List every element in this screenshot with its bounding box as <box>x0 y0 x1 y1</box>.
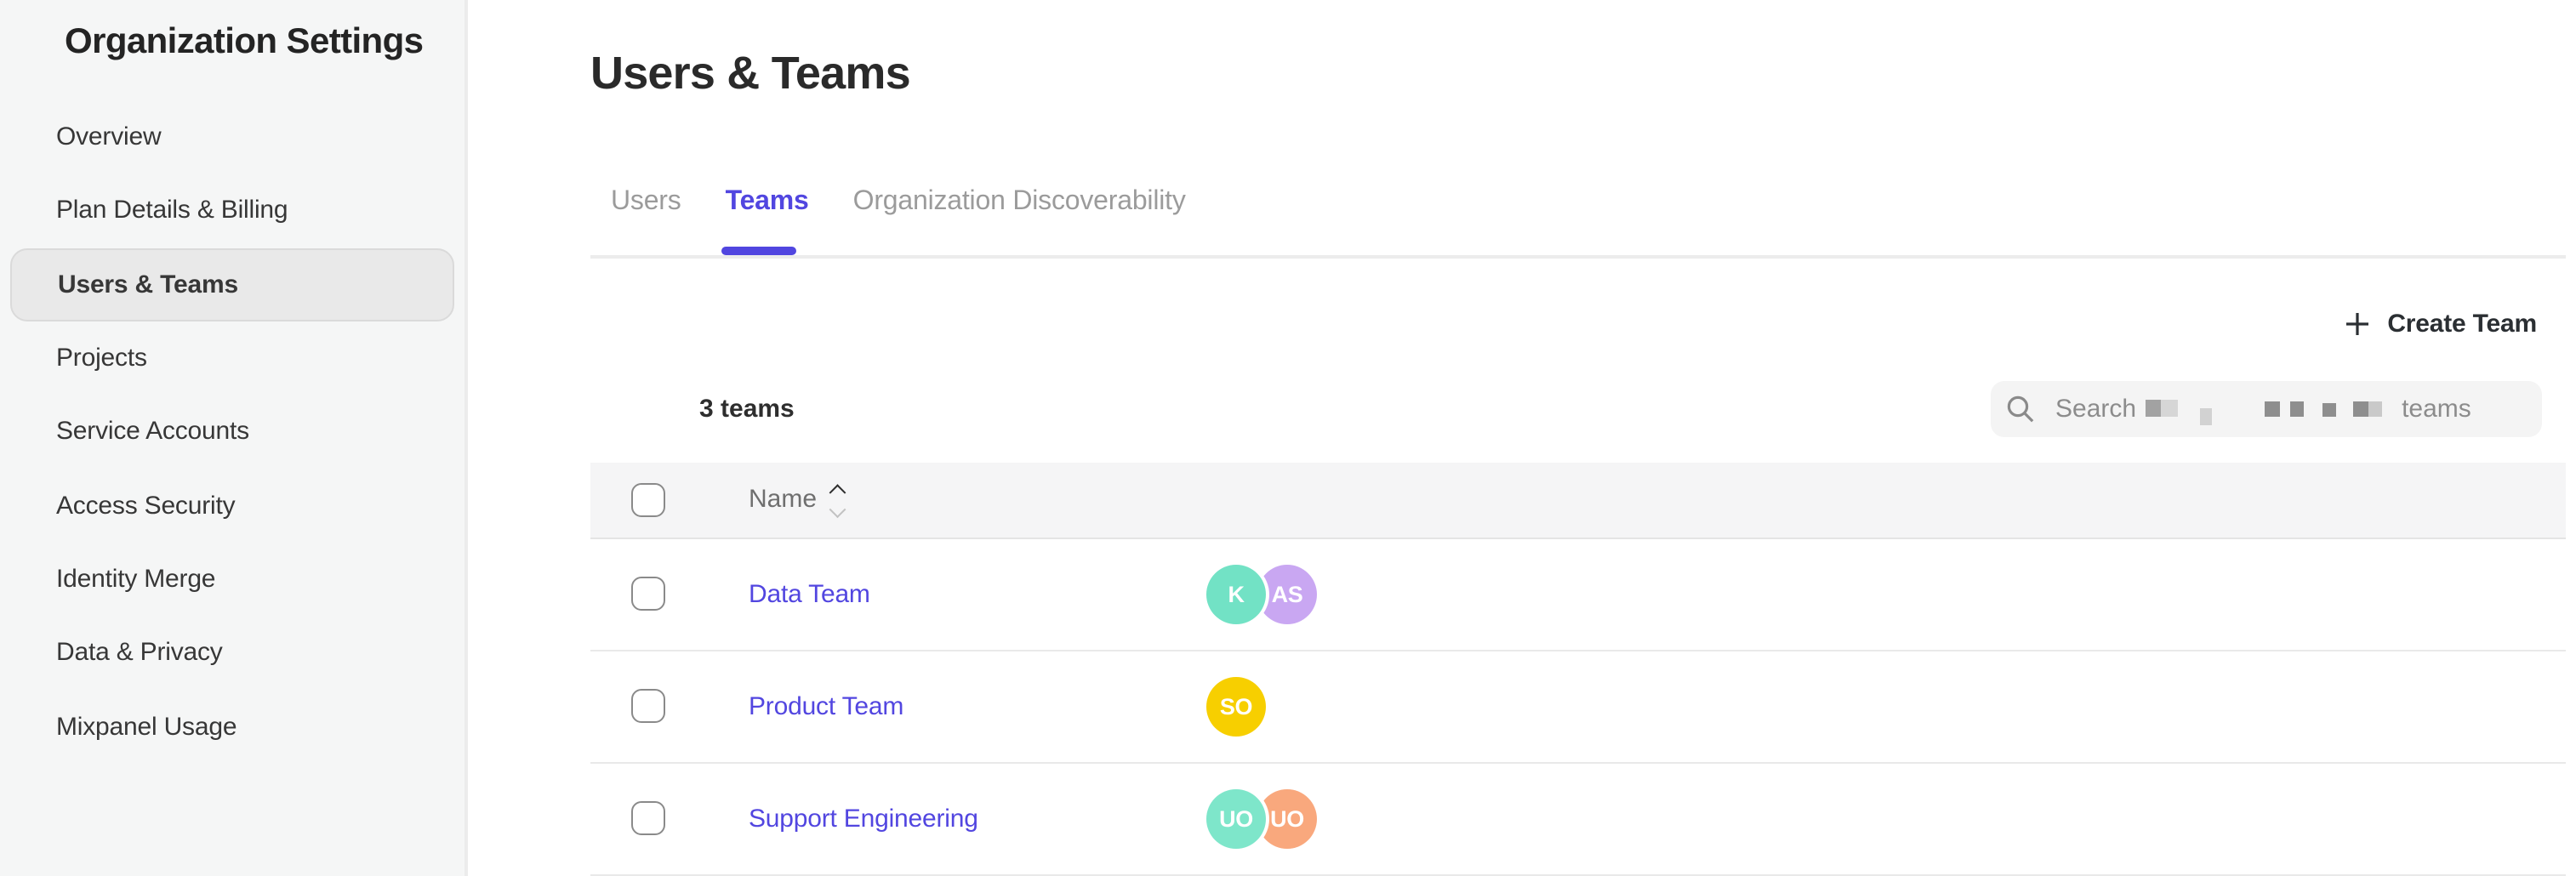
search-input[interactable]: Search teams <box>1991 381 2542 437</box>
sidebar-item-service-accounts[interactable]: Service Accounts <box>10 395 454 469</box>
team-count: 3 teams <box>699 395 795 424</box>
sort-desc-caret-icon <box>829 500 846 516</box>
sidebar-item-label: Access Security <box>56 491 236 520</box>
member-avatars: K AS <box>1206 564 1317 623</box>
redacted-text-blocks <box>2136 394 2382 424</box>
sidebar-item-access-security[interactable]: Access Security <box>10 469 454 543</box>
avatar: UO <box>1257 788 1317 848</box>
tab-teams[interactable]: Teams <box>725 187 809 216</box>
active-tab-underline <box>721 247 796 254</box>
tabs-divider <box>590 247 2566 259</box>
member-avatars: SO <box>1206 676 1266 736</box>
sidebar-item-mixpanel-usage[interactable]: Mixpanel Usage <box>10 690 454 764</box>
page-title: Users & Teams <box>590 48 911 99</box>
sidebar-item-label: Users & Teams <box>58 270 238 299</box>
sidebar-item-label: Data & Privacy <box>56 638 223 668</box>
sidebar-nav: Overview Plan Details & Billing Users & … <box>0 100 464 763</box>
list-toolbar: 3 teams Search teams <box>590 381 2566 437</box>
redacted-block <box>2322 402 2336 416</box>
column-header-name[interactable]: Name <box>749 483 846 516</box>
team-name-link[interactable]: Data Team <box>749 579 870 608</box>
row-checkbox[interactable] <box>630 577 664 611</box>
row-checkbox[interactable] <box>630 689 664 723</box>
search-placeholder-suffix: teams <box>2402 395 2471 424</box>
table-body: Data Team K AS Product Team SO Support En… <box>590 538 2566 875</box>
table-header-row: Name <box>590 463 2566 538</box>
plus-icon <box>2346 312 2369 334</box>
table-row: Support Engineering UO UO <box>590 763 2566 875</box>
sidebar-item-data-privacy[interactable]: Data & Privacy <box>10 616 454 690</box>
sidebar-item-projects[interactable]: Projects <box>10 321 454 395</box>
search-icon <box>2007 395 2034 423</box>
redacted-block <box>2368 401 2382 416</box>
name-column-label: Name <box>749 485 818 515</box>
sidebar-item-label: Plan Details & Billing <box>56 196 288 225</box>
tab-organization-discoverability[interactable]: Organization Discoverability <box>852 187 1186 216</box>
avatar: SO <box>1206 676 1266 736</box>
sort-icon <box>829 483 846 516</box>
row-checkbox[interactable] <box>630 801 664 835</box>
redacted-block <box>2145 399 2161 416</box>
tab-users[interactable]: Users <box>611 187 681 216</box>
sidebar-item-label: Service Accounts <box>56 417 249 447</box>
avatar: AS <box>1257 564 1317 623</box>
teams-table: Name Data Team K AS Product Team SO Suppo… <box>590 463 2566 875</box>
table-row: Product Team SO <box>590 651 2566 763</box>
sidebar-title: Organization Settings <box>65 22 424 61</box>
sidebar-item-identity-merge[interactable]: Identity Merge <box>10 543 454 617</box>
sidebar-item-overview[interactable]: Overview <box>10 100 454 174</box>
sidebar-item-label: Identity Merge <box>56 564 216 594</box>
tabs-row: Users Teams Organization Discoverability <box>590 184 2566 221</box>
sidebar-item-label: Projects <box>56 344 147 373</box>
avatar: UO <box>1206 788 1266 848</box>
sidebar-item-label: Overview <box>56 122 162 152</box>
create-team-row: Create Team <box>590 303 2566 344</box>
team-name-link[interactable]: Product Team <box>749 691 904 720</box>
redacted-block <box>2199 407 2212 424</box>
select-all-checkbox[interactable] <box>630 482 664 517</box>
sort-asc-caret-icon <box>829 483 846 499</box>
table-row: Data Team K AS <box>590 538 2566 651</box>
redacted-block <box>2352 401 2368 416</box>
redacted-block <box>2264 401 2280 416</box>
redacted-block <box>2289 401 2304 416</box>
redacted-block <box>2160 399 2178 416</box>
main-content: Users & Teams Users Teams Organization Dis… <box>468 0 2576 876</box>
sidebar: Organization Settings Overview Plan Deta… <box>0 0 468 876</box>
search-placeholder-prefix: Search <box>2055 395 2137 424</box>
create-team-label: Create Team <box>2387 309 2537 338</box>
tabs: Users Teams Organization Discoverability <box>590 184 2566 259</box>
create-team-button[interactable]: Create Team <box>2345 303 2537 344</box>
team-name-link[interactable]: Support Engineering <box>749 804 978 833</box>
member-avatars: UO UO <box>1206 788 1317 848</box>
sidebar-item-plan-details-billing[interactable]: Plan Details & Billing <box>10 174 454 248</box>
avatar: K <box>1206 564 1266 623</box>
sidebar-item-users-teams[interactable]: Users & Teams <box>10 247 454 321</box>
sidebar-item-label: Mixpanel Usage <box>56 712 237 742</box>
